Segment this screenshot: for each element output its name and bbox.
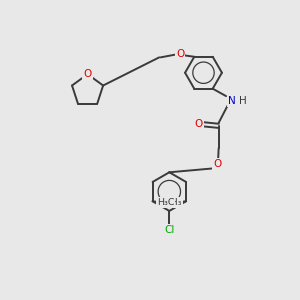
Text: CH₃: CH₃	[164, 198, 182, 207]
Text: O: O	[195, 119, 203, 129]
Text: H₃C: H₃C	[157, 198, 174, 207]
Text: N: N	[228, 96, 236, 106]
Text: O: O	[176, 50, 184, 59]
Text: O: O	[83, 69, 92, 79]
Text: Cl: Cl	[164, 225, 175, 235]
Text: O: O	[213, 160, 221, 170]
Text: H: H	[238, 96, 246, 106]
